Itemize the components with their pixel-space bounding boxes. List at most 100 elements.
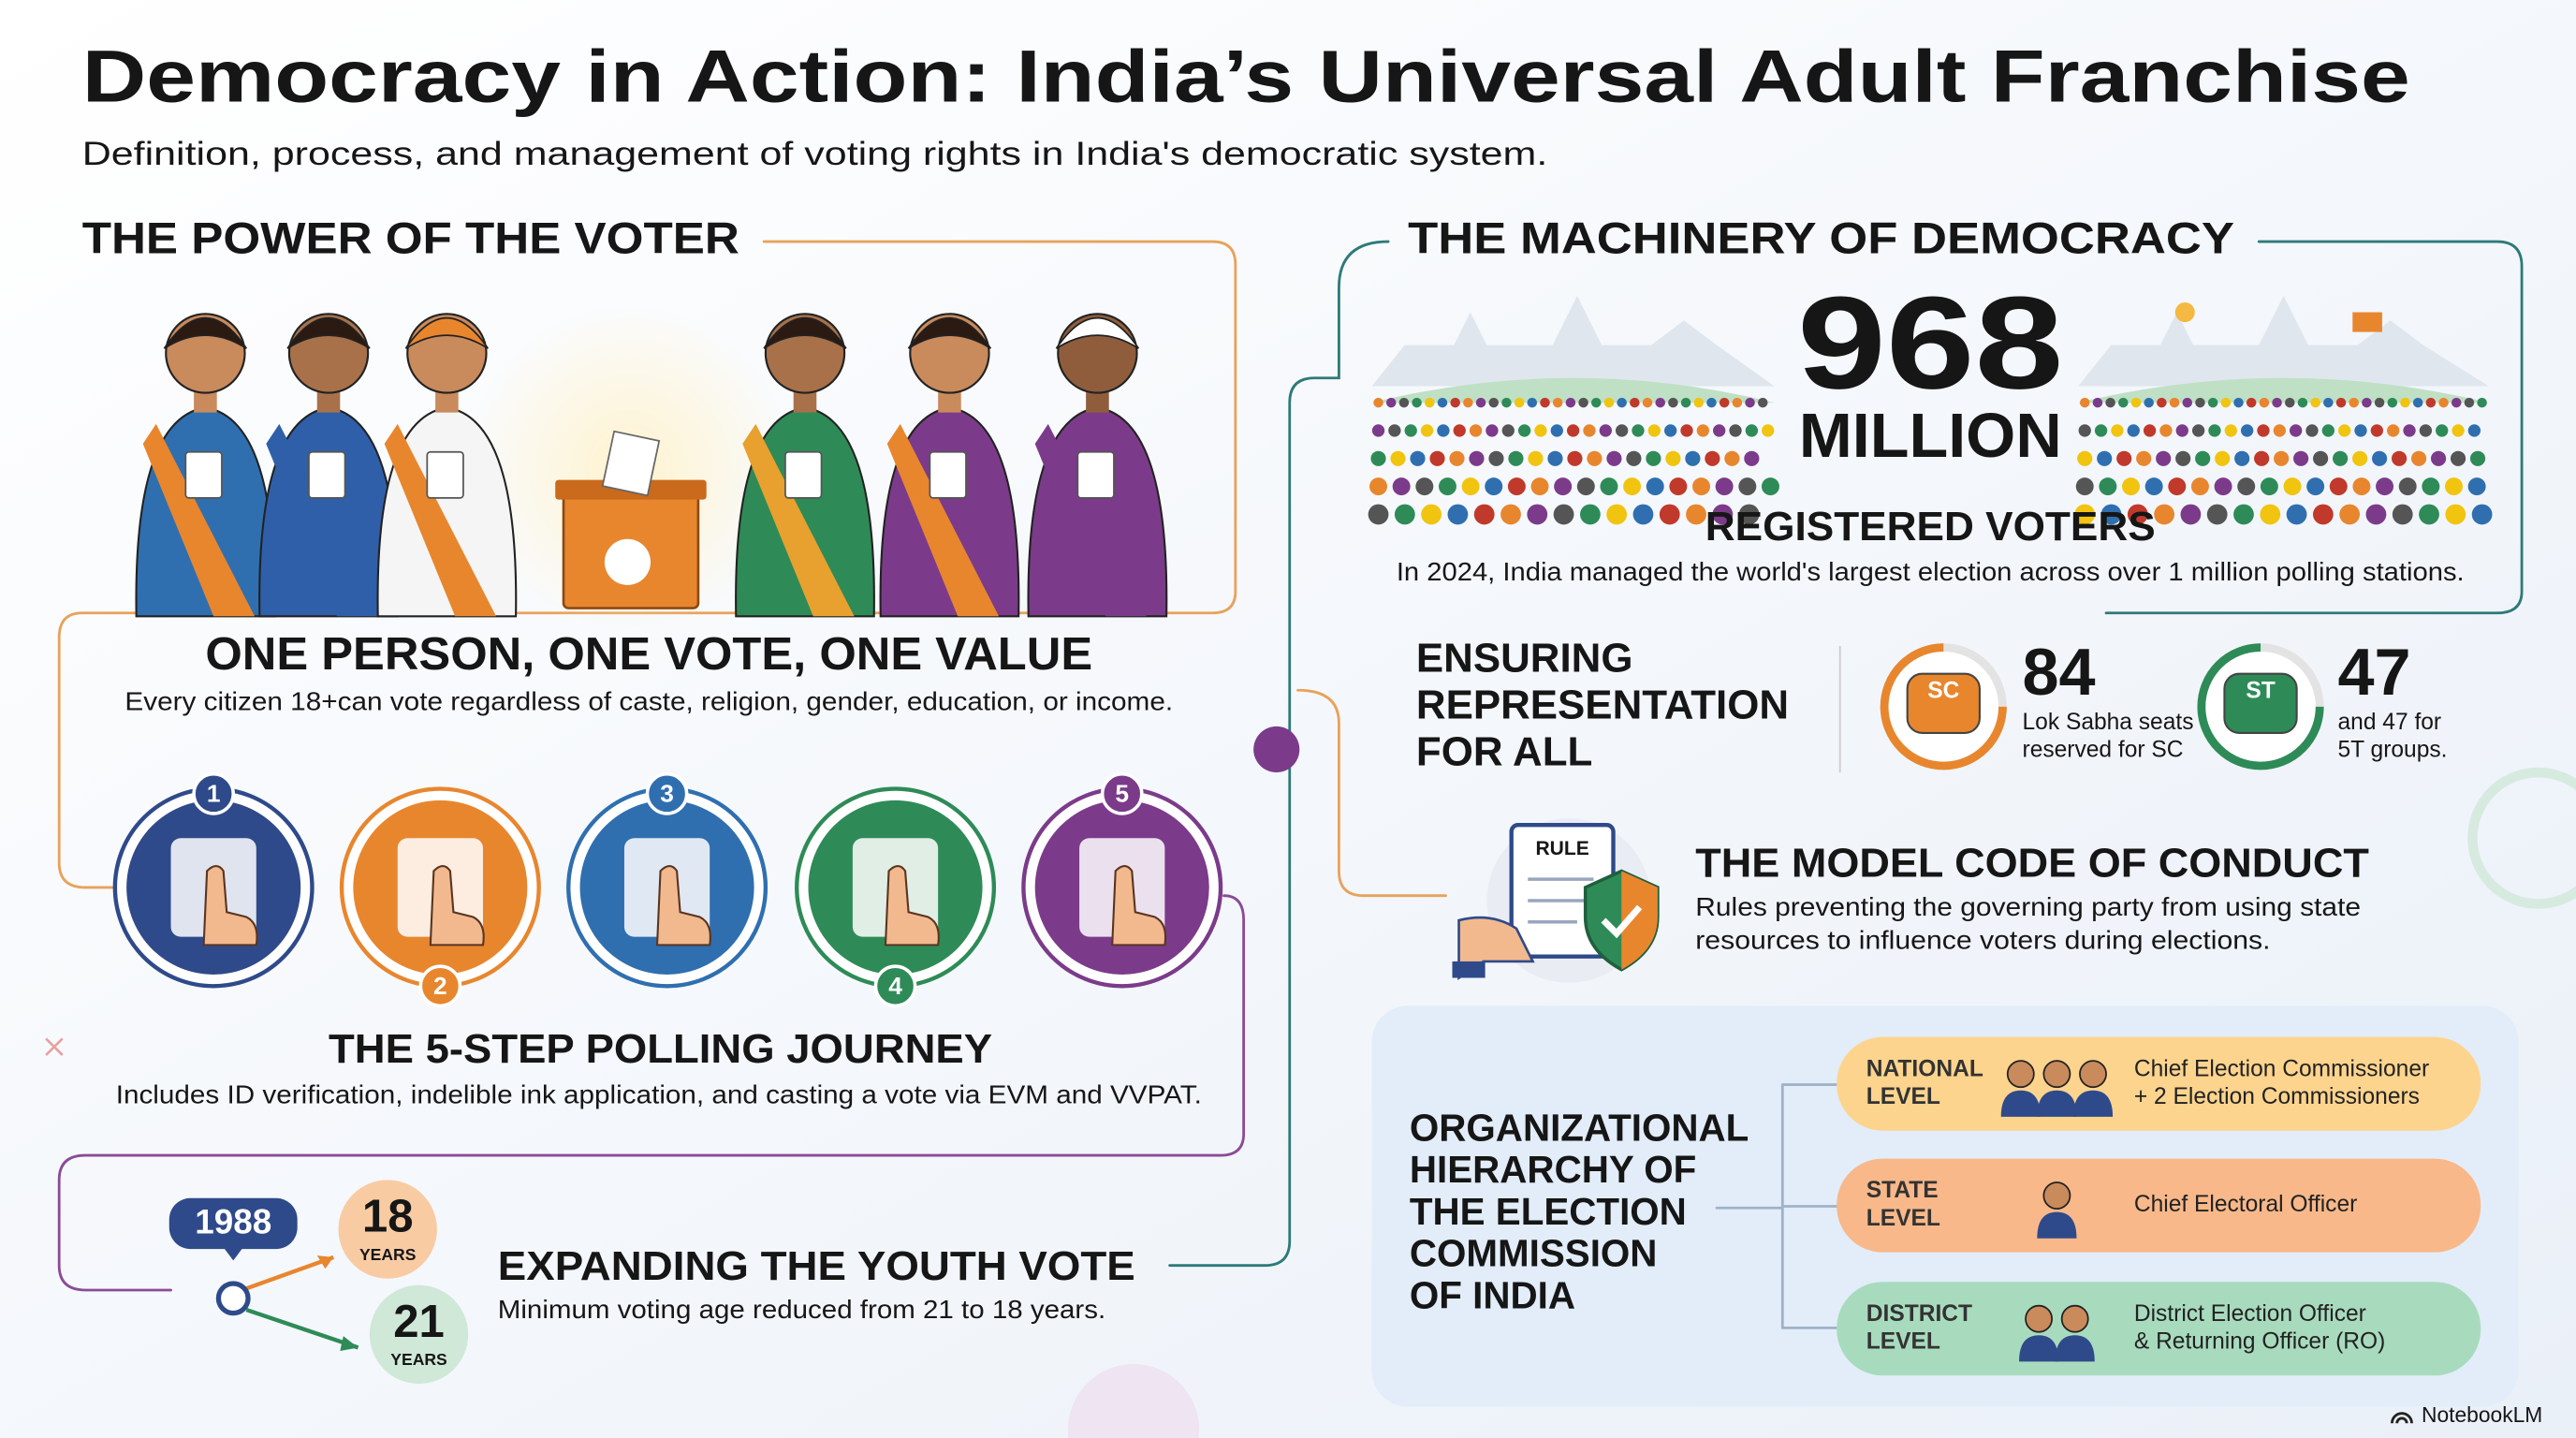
brand: NotebookLM [2422,1402,2542,1427]
crowd-person [1447,504,1469,525]
crowd-person [2471,504,2493,525]
crowd-person [2451,397,2462,408]
crowd-person [2305,424,2319,437]
crowd-person [1437,397,1448,408]
hierarchy-title: HIERARCHY OF [1410,1148,1696,1191]
voter-id-card [929,450,967,499]
crowd-person [1371,424,1385,437]
conduct-icon: RULE [1452,818,1660,983]
crowd-person [2130,397,2142,408]
principle-title: ONE PERSON, ONE VOTE, ONE VALUE [205,629,1092,680]
age-unit: YEARS [359,1245,417,1264]
crowd-person [2097,450,2113,466]
connector [1715,1083,1838,1329]
crowd-person [2372,450,2388,466]
level-pill [1837,1158,2481,1253]
level-name: LEVEL [1866,1206,1940,1231]
hierarchy-title: OF INDIA [1410,1273,1575,1316]
voters-unit: MILLION [1799,402,2062,471]
crowd-person [1488,450,1504,466]
hierarchy-title: THE ELECTION [1410,1190,1687,1233]
age-unit: YEARS [390,1350,447,1369]
crowd-person [2398,477,2417,496]
crowd-person [2283,477,2302,496]
crowd-person [2410,450,2427,466]
crowd-person [2208,424,2221,437]
conduct-text: Rules preventing the governing party fro… [1695,892,2361,921]
crowd-person [1590,397,1602,408]
crowd-person [2392,504,2413,525]
crowd-person [1655,397,1665,408]
crowd-person [2156,450,2172,466]
sun [2174,301,2195,323]
ballot-paper [601,430,661,497]
crowd-person [2234,450,2250,466]
seat-icon [1906,672,1981,734]
machinery-note: In 2024, India managed the world's large… [1397,557,2465,586]
crowd-person [1567,450,1583,466]
person-hair [163,316,247,349]
crowd-person [1392,477,1411,496]
voters-label: REGISTERED VOTERS [1705,504,2156,550]
crowd-person [1744,450,1760,466]
crowd-person [1550,424,1563,437]
step-hand [884,865,940,946]
shield-half [1621,871,1658,970]
decoration-dot [1067,1364,1200,1438]
person-drape [886,423,1000,617]
crowd-person [1566,424,1580,437]
crowd-person [1438,477,1456,496]
crowd-person [1663,424,1677,437]
crowd-person [1579,504,1601,525]
crowd-person [2469,450,2486,466]
crowd-person [2136,450,2152,466]
crowd-person [1606,450,1622,466]
frame-line [1168,240,1390,1268]
crowd-person [2289,424,2303,437]
crowd-person [2412,397,2423,408]
crowd-person [1450,397,1460,408]
crowd-person [2246,397,2257,408]
crowd-person [1615,424,1629,437]
crowd-person [2425,397,2437,408]
frame-line [2104,240,2524,615]
voters-illustration [135,303,1168,633]
crowd-person [2312,504,2334,525]
reservation-arc [1880,643,2007,770]
rule-badge: RULE [1535,838,1588,859]
crowd-person [2464,397,2475,408]
step-number: 5 [1115,780,1129,808]
year: 1988 [195,1203,271,1241]
step-number-badge [873,964,917,1008]
crowd-person [1647,424,1661,437]
crowd-person [1745,397,1755,408]
crowd-person [2233,397,2244,408]
frame-line [57,894,1246,1292]
crowd-person [2078,424,2091,437]
crowd-person [2175,450,2191,466]
voter-id-card [308,450,346,499]
crowd-person [1712,504,1734,525]
new-age: 18 [362,1192,414,1242]
crowd-person [1600,477,1618,496]
level-name: DISTRICT [1866,1301,1972,1327]
crowd-person [1738,477,1757,496]
crowd-person [1705,450,1720,466]
hills [2078,377,2489,404]
level-role: District Election Officer [2134,1301,2366,1327]
crowd-person [2079,397,2090,408]
reservation-number: 84 [2023,635,2096,709]
crowd-person [1425,397,1435,408]
crowd-person [1696,424,1710,437]
representation-title: FOR ALL [1416,728,1592,774]
crowd-person [2111,424,2124,437]
hierarchy-title: ORGANIZATIONAL [1410,1106,1749,1149]
official-body [2072,1090,2114,1117]
crowd-person [1729,424,1742,437]
crowd-person [1626,450,1642,466]
crowd-person [1606,504,1628,525]
crowd-person [1732,397,1743,408]
crowd-person [2450,450,2466,466]
crowd-person [1761,477,1779,496]
crowd-person [1469,450,1485,466]
